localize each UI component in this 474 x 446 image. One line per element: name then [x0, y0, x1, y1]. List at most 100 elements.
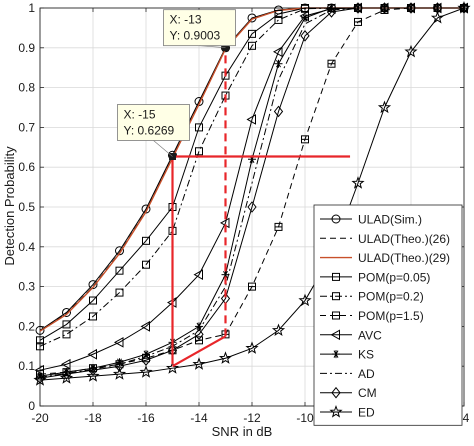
- circle-marker: [115, 246, 124, 256]
- triangle-marker: [272, 46, 283, 58]
- square-marker: [36, 342, 44, 351]
- star-marker: [430, 11, 445, 24]
- star-marker: [271, 323, 286, 336]
- diamond-marker: [353, 2, 363, 14]
- square-marker: [89, 296, 97, 305]
- circle-marker: [35, 325, 45, 335]
- legend-entry: POM(p=1.5): [320, 309, 424, 323]
- star-marker: [457, 1, 471, 14]
- diamond-marker: [331, 386, 341, 399]
- star-marker: [377, 100, 392, 114]
- star-marker: [329, 405, 343, 418]
- legend-entry: KS: [320, 348, 374, 362]
- star-marker: [165, 361, 180, 374]
- legend-label: KS: [358, 348, 374, 362]
- triangle-marker: [113, 336, 124, 348]
- legend-label: AVC: [358, 328, 382, 342]
- diamond-marker: [247, 201, 257, 213]
- x-axis-label: SNR in dB: [212, 424, 273, 439]
- series-line: [39, 7, 465, 381]
- star-marker: [298, 293, 312, 307]
- legend-label: ULAD(Sim.): [358, 213, 422, 227]
- datatip-box: [117, 104, 190, 141]
- triangle-marker: [246, 114, 256, 125]
- circle-marker: [62, 307, 71, 317]
- circle-marker: [331, 214, 341, 224]
- circle-marker: [88, 280, 98, 290]
- legend-label: AD: [358, 367, 375, 381]
- legend-entry: ULAD(Theo.)(29): [320, 251, 450, 265]
- square-marker: [248, 41, 256, 50]
- x-tick-label: -16: [137, 411, 155, 425]
- square-marker: [89, 312, 97, 321]
- legend-label: ULAD(Theo.)(29): [358, 251, 450, 265]
- legend-label: POM(p=1.5): [358, 309, 424, 323]
- x-tick-label: -20: [31, 411, 49, 425]
- square-marker: [248, 29, 256, 38]
- triangle-marker: [330, 329, 340, 341]
- legend-entry: AD: [320, 367, 375, 381]
- star-marker: [192, 357, 206, 370]
- legend-label: ULAD(Theo.)(26): [358, 232, 450, 246]
- datatip-box: [163, 9, 236, 47]
- square-marker: [115, 266, 124, 275]
- square-marker: [332, 292, 340, 301]
- datatip-x-text: X: -13: [170, 13, 202, 27]
- y-tick-label: 0: [28, 399, 35, 413]
- datatip-pointer: [199, 45, 226, 48]
- square-marker: [62, 320, 71, 329]
- y-tick-label: 0.8: [18, 81, 35, 95]
- legend: ULAD(Sim.) ULAD(Theo.)(26) ULAD(Theo.)(29)…: [313, 204, 463, 426]
- x-tick-label: -18: [84, 411, 102, 425]
- star-marker: [59, 371, 74, 384]
- x-tick-label: -14: [190, 411, 208, 425]
- legend-entry: ULAD(Sim.): [320, 213, 422, 227]
- legend-entry: ULAD(Theo.)(26): [320, 232, 450, 246]
- star-marker: [245, 341, 259, 354]
- y-tick-label: 0.2: [18, 319, 35, 333]
- legend-label: CM: [358, 386, 377, 400]
- square-marker: [274, 15, 283, 24]
- legend-entry: POM(p=0.05): [320, 270, 430, 284]
- y-axis-label: Detection Probability: [2, 146, 17, 266]
- diamond-marker: [326, 6, 337, 18]
- square-marker: [301, 4, 309, 13]
- star-marker: [112, 367, 127, 380]
- legend-entry: ED: [320, 405, 375, 420]
- y-tick-label: 0.7: [18, 120, 35, 134]
- y-tick-label: 0.1: [18, 359, 35, 373]
- square-marker: [36, 336, 44, 345]
- square-marker: [195, 123, 203, 132]
- diamond-marker: [194, 328, 204, 341]
- datatip-y-text: Y: 0.9003: [170, 29, 221, 43]
- legend-label: ED: [358, 406, 375, 420]
- square-marker: [195, 147, 203, 156]
- series-line: [39, 7, 464, 379]
- diamond-marker: [300, 30, 310, 42]
- y-tick-label: 0.9: [18, 41, 35, 55]
- triangle-marker: [140, 321, 150, 332]
- datatip-y-text: Y: 0.6269: [124, 123, 175, 137]
- y-tick-label: 1: [28, 1, 35, 15]
- diamond-marker: [406, 2, 416, 14]
- square-marker: [332, 272, 340, 281]
- diamond-marker: [273, 105, 284, 118]
- x-tick-label: -10: [296, 411, 314, 425]
- x-tick-label: -4: [459, 411, 470, 425]
- diamond-marker: [141, 354, 151, 367]
- y-tick-label: 0.3: [18, 280, 35, 294]
- legend-label: POM(p=0.05): [358, 270, 430, 284]
- square-marker: [115, 288, 124, 297]
- diamond-marker: [61, 368, 72, 380]
- star-marker: [351, 176, 365, 189]
- star-marker: [218, 351, 233, 364]
- diamond-marker: [379, 2, 390, 14]
- diamond-marker: [35, 372, 45, 384]
- square-marker: [142, 260, 150, 269]
- diamond-marker: [114, 360, 125, 373]
- legend-entry: CM: [320, 386, 377, 400]
- star-marker: [139, 365, 153, 378]
- star-marker: [86, 369, 100, 382]
